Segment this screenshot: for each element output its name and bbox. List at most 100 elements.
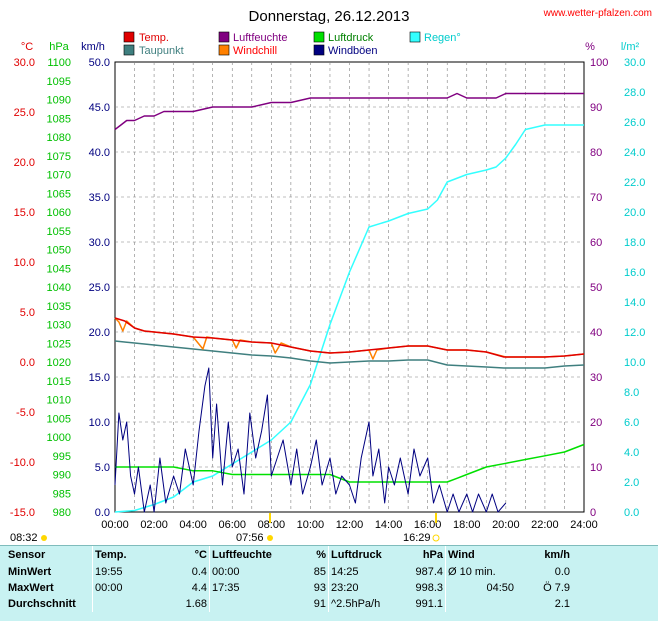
y-tick-label-rain-lm2: 28.0 bbox=[624, 87, 645, 99]
series-line-luftdruck bbox=[115, 443, 585, 483]
y-tick-label-temp-c: -10.0 bbox=[10, 457, 35, 469]
temp-time bbox=[92, 596, 153, 612]
y-tick-label-pressure-hpa: 1070 bbox=[47, 170, 71, 182]
sunrise-icon bbox=[41, 535, 47, 541]
y-tick-label-wind-kmh: 10.0 bbox=[89, 417, 110, 429]
y-tick-label-rain-lm2: 26.0 bbox=[624, 117, 645, 129]
y-tick-label-humidity-pct: 50 bbox=[590, 282, 602, 294]
humidity-time: 00:00 bbox=[209, 564, 294, 580]
row-label: Durchschnitt bbox=[8, 598, 76, 610]
legend-item-rain: Regen° bbox=[409, 31, 461, 44]
legend-item-pressure: Luftdruck bbox=[313, 31, 374, 44]
y-tick-label-humidity-pct: 40 bbox=[590, 327, 602, 339]
statistics-table: Sensor Temp. °C Luftfeuchte % Luftdruck … bbox=[0, 546, 572, 612]
hdr-sensor: Sensor bbox=[8, 549, 46, 561]
y-tick-label-pressure-hpa: 1025 bbox=[47, 338, 71, 350]
legend-label-temp: Temp. bbox=[139, 32, 169, 44]
y-tick-label-wind-kmh: 35.0 bbox=[89, 192, 110, 204]
x-tick-label: 14:00 bbox=[375, 519, 403, 531]
y-tick-label-temp-c: 10.0 bbox=[14, 257, 35, 269]
hdr-wind-unit: km/h bbox=[544, 549, 570, 561]
legend-swatch-windchill bbox=[218, 44, 230, 56]
y-tick-label-wind-kmh: 25.0 bbox=[89, 282, 110, 294]
y-tick-label-pressure-hpa: 995 bbox=[53, 451, 71, 463]
hdr-wind: Wind bbox=[445, 546, 492, 564]
y-tick-label-temp-c: 0.0 bbox=[20, 357, 35, 369]
y-tick-label-humidity-pct: 80 bbox=[590, 147, 602, 159]
y-tick-label-temp-c: -5.0 bbox=[16, 407, 35, 419]
wind-time: 04:50 bbox=[445, 580, 516, 596]
temp-value: 1.68 bbox=[185, 598, 207, 610]
x-tick-label: 06:00 bbox=[218, 519, 246, 531]
y-tick-label-humidity-pct: 0 bbox=[590, 507, 596, 519]
hdr-wind-time bbox=[492, 546, 516, 564]
y-tick-label-wind-kmh: 20.0 bbox=[89, 327, 110, 339]
x-tick-label: 12:00 bbox=[336, 519, 364, 531]
x-tick-label: 22:00 bbox=[531, 519, 559, 531]
weather-chart: Donnerstag, 26.12.2013 www.wetter-pfalze… bbox=[10, 8, 652, 544]
y-tick-label-temp-c: 25.0 bbox=[14, 107, 35, 119]
unit-humidity: % bbox=[585, 41, 595, 53]
legend-item-temp: Temp. bbox=[123, 31, 169, 44]
y-tick-label-rain-lm2: 14.0 bbox=[624, 297, 645, 309]
chart-title: Donnerstag, 26.12.2013 bbox=[249, 8, 410, 25]
temp-value: 4.4 bbox=[191, 582, 207, 594]
x-tick-label: 02:00 bbox=[140, 519, 168, 531]
y-tick-label-pressure-hpa: 1030 bbox=[47, 320, 71, 332]
y-tick-label-humidity-pct: 60 bbox=[590, 237, 602, 249]
y-tick-label-rain-lm2: 0.0 bbox=[624, 507, 639, 519]
y-tick-label-pressure-hpa: 990 bbox=[53, 470, 71, 482]
pressure-value: 991.1 bbox=[415, 598, 443, 610]
legend-item-gusts: Windböen bbox=[313, 44, 378, 57]
unit-rain: l/m² bbox=[621, 41, 640, 53]
y-tick-label-pressure-hpa: 1090 bbox=[47, 95, 71, 107]
legend-swatch-humidity bbox=[218, 31, 230, 43]
y-tick-label-pressure-hpa: 1000 bbox=[47, 432, 71, 444]
hdr-temp-unit: °C bbox=[194, 549, 207, 561]
legend-item-dewpoint: Taupunkt bbox=[123, 44, 184, 57]
legend-label-windchill: Windchill bbox=[233, 45, 277, 57]
legend-swatch-gusts bbox=[313, 44, 325, 56]
legend-item-windchill: Windchill bbox=[218, 44, 277, 57]
x-tick-label: 04:00 bbox=[179, 519, 207, 531]
humidity-value: 93 bbox=[313, 582, 326, 594]
y-tick-label-humidity-pct: 70 bbox=[590, 192, 602, 204]
y-tick-label-rain-lm2: 12.0 bbox=[624, 327, 645, 339]
x-tick-label: 08:00 bbox=[258, 519, 286, 531]
y-tick-label-pressure-hpa: 1055 bbox=[47, 226, 71, 238]
statistics-panel: Sensor Temp. °C Luftfeuchte % Luftdruck … bbox=[0, 545, 658, 621]
hdr-temp: Temp. bbox=[92, 546, 153, 564]
y-tick-label-rain-lm2: 10.0 bbox=[624, 357, 645, 369]
y-tick-label-rain-lm2: 30.0 bbox=[624, 57, 645, 69]
y-tick-label-pressure-hpa: 985 bbox=[53, 488, 71, 500]
y-tick-label-pressure-hpa: 1085 bbox=[47, 113, 71, 125]
y-tick-label-temp-c: -15.0 bbox=[10, 507, 35, 519]
y-tick-label-pressure-hpa: 1005 bbox=[47, 413, 71, 425]
y-tick-label-wind-kmh: 5.0 bbox=[95, 462, 110, 474]
sunset-marker bbox=[435, 513, 437, 523]
legend-label-humidity: Luftfeuchte bbox=[233, 32, 287, 44]
y-tick-label-pressure-hpa: 1095 bbox=[47, 76, 71, 88]
stats-row-avg: Durchschnitt 1.68 91 ^2.5hPa/h 991.1 2.1 bbox=[0, 596, 572, 612]
y-tick-label-temp-c: 5.0 bbox=[20, 307, 35, 319]
pressure-value: 987.4 bbox=[415, 566, 443, 578]
row-label: MaxWert bbox=[8, 582, 54, 594]
humidity-value: 85 bbox=[313, 566, 326, 578]
sun-times: 08:32 07:56 16:29 bbox=[10, 513, 440, 544]
wind-value: Ö 7.9 bbox=[543, 582, 570, 594]
y-tick-label-pressure-hpa: 1065 bbox=[47, 188, 71, 200]
stats-header-row: Sensor Temp. °C Luftfeuchte % Luftdruck … bbox=[0, 546, 572, 564]
y-tick-label-pressure-hpa: 980 bbox=[53, 507, 71, 519]
legend-label-gusts: Windböen bbox=[328, 45, 378, 57]
unit-wind: km/h bbox=[81, 41, 105, 53]
humidity-time: 17:35 bbox=[209, 580, 294, 596]
x-tick-label: 10:00 bbox=[297, 519, 325, 531]
series-line-luftfeuchte bbox=[114, 92, 584, 131]
y-tick-label-wind-kmh: 50.0 bbox=[89, 57, 110, 69]
pressure-value: 998.3 bbox=[415, 582, 443, 594]
y-tick-label-rain-lm2: 2.0 bbox=[624, 477, 639, 489]
y-tick-label-wind-kmh: 45.0 bbox=[89, 102, 110, 114]
hdr-humidity-unit: % bbox=[316, 549, 326, 561]
legend-swatch-rain bbox=[409, 31, 421, 43]
legend-label-rain: Regen° bbox=[424, 32, 461, 44]
